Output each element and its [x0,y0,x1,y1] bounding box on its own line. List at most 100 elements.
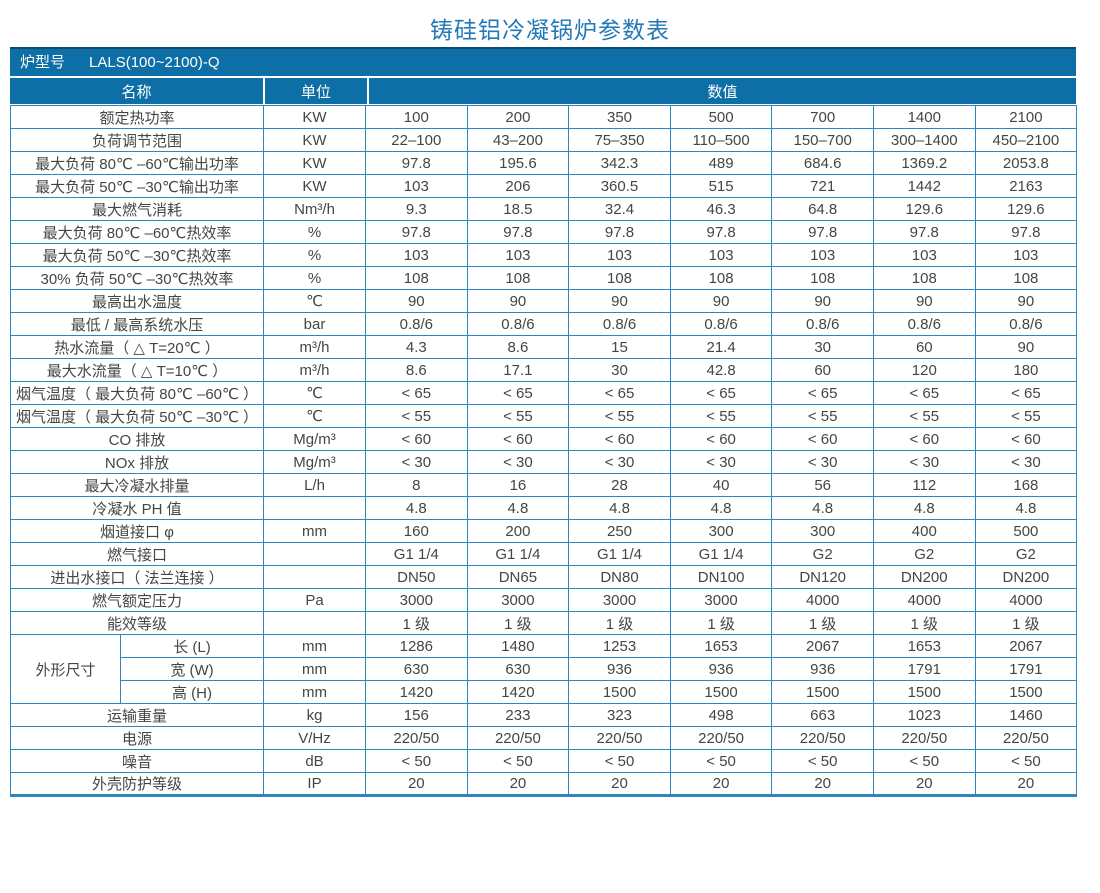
value-cell: 103 [466,243,570,267]
value-cell: 4000 [974,588,1078,612]
value-cell: 515 [669,174,773,198]
row-label: 燃气额定压力 [9,588,265,612]
row-unit: mm [263,634,367,658]
row-label: 最大水流量（ △ T=10℃ ） [9,358,265,382]
value-cell: 97.8 [669,220,773,244]
row-label: 长 (L) [119,634,265,658]
value-cell: DN120 [771,565,874,589]
value-cell: DN80 [568,565,671,589]
table-row: 最大燃气消耗 Nm³/h 9.3 18.5 32.4 46.3 64.8 129.6 129.6 [9,197,1078,221]
row-unit: mm [263,680,367,704]
table-row: 烟气温度（ 最大负荷 50℃ –30℃ ） ℃ < 55 < 55 < 55 < 55 < … [9,404,1078,428]
value-cell: < 50 [771,749,874,773]
value-cell: 64.8 [771,197,874,221]
value-cell: 103 [365,243,468,267]
value-cell: 108 [669,266,773,290]
value-cell: 97.8 [365,220,468,244]
table-row: 最低 / 最高系统水压 bar 0.8/6 0.8/6 0.8/6 0.8/6 0.8/6 0… [9,312,1078,336]
value-cell: 3000 [568,588,671,612]
value-cell: 30 [771,335,874,359]
value-cell: 18.5 [466,197,570,221]
value-cell: < 55 [974,404,1078,428]
value-cell: < 30 [669,450,773,474]
value-cell: < 60 [568,427,671,451]
dimension-group-label: 外形尺寸 [10,634,121,704]
value-cell: 20 [365,772,468,796]
value-cell: 97.8 [568,220,671,244]
value-cell: 60 [771,358,874,382]
value-cell: < 50 [365,749,468,773]
value-cell: 220/50 [872,726,976,750]
value-cell: 4.8 [466,496,570,520]
value-cell: 156 [365,703,468,727]
row-unit: m³/h [263,358,367,382]
value-cell: 103 [365,174,468,198]
value-cell: 28 [568,473,671,497]
table-row: 燃气接口 G1 1/4 G1 1/4 G1 1/4 G1 1/4 G2 G2 G2 [9,542,1078,566]
row-unit [263,542,367,566]
parameter-grid: 额定热功率 KW 100 200 350 500 700 1400 2100 负荷调节范围 KW 22… [9,105,1078,797]
row-unit [263,496,367,520]
model-bar: 炉型号 LALS(100~2100)-Q [10,47,1076,76]
value-cell: < 30 [568,450,671,474]
value-cell: DN100 [669,565,773,589]
value-cell: 323 [568,703,671,727]
row-label: 噪音 [9,749,265,773]
row-label: 电源 [9,726,265,750]
col-header-value: 数值 [369,78,1076,104]
row-label: 热水流量（ △ T=20℃ ） [9,335,265,359]
value-cell: 0.8/6 [365,312,468,336]
table-row: 最大负荷 80℃ –60℃输出功率 KW 97.8 195.6 342.3 489 684.… [9,151,1078,175]
value-cell: 20 [669,772,773,796]
value-cell: 220/50 [771,726,874,750]
value-cell: DN200 [974,565,1078,589]
value-cell: 220/50 [974,726,1078,750]
table-row: 最大水流量（ △ T=10℃ ） m³/h 8.6 17.1 30 42.8 60 120 18… [9,358,1078,382]
value-cell: 8 [365,473,468,497]
value-cell: 630 [365,657,468,681]
value-cell: 206 [466,174,570,198]
value-cell: 8.6 [466,335,570,359]
value-cell: 1253 [568,634,671,658]
value-cell: 200 [466,105,570,129]
table-row: 30% 负荷 50℃ –30℃热效率% 108 108 108 108 108 108 108 [9,266,1078,290]
row-unit: KW [263,174,367,198]
value-cell: G2 [974,542,1078,566]
value-cell: < 30 [365,450,468,474]
row-label: 负荷调节范围 [9,128,265,152]
value-cell: 1023 [872,703,976,727]
value-cell: 4.8 [568,496,671,520]
value-cell: 2163 [974,174,1078,198]
value-cell: 20 [872,772,976,796]
value-cell: < 65 [974,381,1078,405]
table-row: 热水流量（ △ T=20℃ ） m³/h 4.3 8.6 15 21.4 30 60 90 [9,335,1078,359]
row-unit: mm [263,657,367,681]
model-value: LALS(100~2100)-Q [89,54,220,71]
row-unit: Mg/m³ [263,427,367,451]
row-unit [263,611,367,635]
value-cell: 22–100 [365,128,468,152]
row-label: 最大燃气消耗 [9,197,265,221]
row-unit: % [263,220,367,244]
value-cell: 103 [974,243,1078,267]
value-cell: 1369.2 [872,151,976,175]
value-cell: 160 [365,519,468,543]
table-row: 烟气温度（ 最大负荷 80℃ –60℃ ） ℃ < 65 < 65 < 65 < 65 < … [9,381,1078,405]
value-cell: < 55 [872,404,976,428]
value-cell: < 30 [974,450,1078,474]
value-cell: DN200 [872,565,976,589]
value-cell: G2 [771,542,874,566]
row-label: 30% 负荷 50℃ –30℃热效率 [9,266,265,290]
value-cell: 4.8 [365,496,468,520]
row-label: 进出水接口（ 法兰连接 ） [9,565,265,589]
value-cell: 97.8 [771,220,874,244]
value-cell: 90 [365,289,468,313]
value-cell: DN65 [466,565,570,589]
value-cell: 250 [568,519,671,543]
row-label: 高 (H) [119,680,265,704]
table-row: 进出水接口（ 法兰连接 ） DN50 DN65 DN80 DN100 DN120 DN200… [9,565,1078,589]
value-cell: 1460 [974,703,1078,727]
row-label: 能效等级 [9,611,265,635]
row-unit: KW [263,151,367,175]
